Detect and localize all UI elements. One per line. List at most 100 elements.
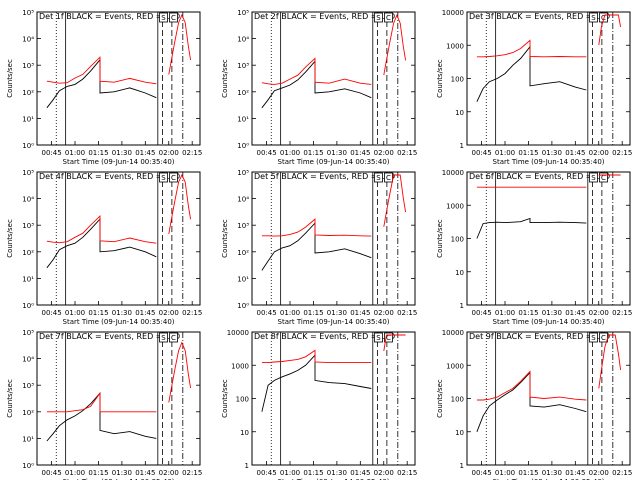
x-tick-label: 02:00 [374, 469, 394, 477]
marker-label-S: S [591, 14, 596, 22]
y-tick-label: 10 [455, 429, 464, 437]
x-tick-label: 02:00 [589, 469, 609, 477]
x-tick-label: 01:00 [65, 149, 85, 157]
y-tick-label: 10³ [22, 62, 34, 70]
x-tick-label: 01:00 [280, 469, 300, 477]
lld-flare-line [598, 14, 622, 46]
x-tick-label: 02:15 [397, 149, 417, 157]
x-tick-label: 01:45 [135, 469, 155, 477]
x-tick-label: 02:00 [374, 309, 394, 317]
x-tick-label: 01:45 [350, 309, 370, 317]
x-tick-label: 01:30 [327, 469, 347, 477]
x-tick-label: 01:30 [327, 309, 347, 317]
marker-label-S: S [376, 174, 381, 182]
lld-series-line [476, 39, 587, 58]
plot-frame [251, 331, 416, 466]
marker-box [159, 172, 168, 183]
detector-panel-5: Det 5f BLACK = Events, RED = LLD 10⁰ 10¹ 10… [221, 169, 417, 326]
y-tick-label: 10⁴ [237, 196, 249, 204]
y-axis-label: Counts/sec [436, 379, 444, 418]
plot-frame [466, 171, 631, 306]
y-axis-label: Counts/sec [436, 219, 444, 258]
y-tick-label: 10⁴ [22, 196, 34, 204]
y-axis-label: Counts/sec [221, 379, 229, 418]
x-tick-label: 02:00 [589, 309, 609, 317]
x-axis-label: Start Time (09-Jun-14 00:35:40) [493, 478, 605, 480]
y-axis-label: Counts/sec [6, 379, 14, 418]
y-tick-label: 1000 [446, 202, 464, 210]
y-tick-label: 10000 [227, 329, 249, 337]
x-axis-label: Start Time (09-Jun-14 00:35:40) [278, 318, 390, 326]
x-tick-label: 01:00 [495, 309, 515, 317]
y-tick-label: 10³ [237, 62, 249, 70]
y-tick-label: 10⁴ [237, 36, 249, 44]
detector-panel-6: Det 6f BLACK = Events, RED = LLD 1 10 100 10… [436, 169, 632, 326]
marker-label-S: S [376, 334, 381, 342]
y-tick-label: 10⁵ [22, 169, 34, 177]
plot-frame [36, 11, 201, 146]
marker-label-S: S [161, 174, 166, 182]
y-tick-label: 10⁵ [22, 9, 34, 17]
marker-box [374, 332, 383, 343]
y-tick-label: 1 [245, 462, 249, 470]
y-axis-label: Counts/sec [6, 59, 14, 98]
y-axis-label: Counts/sec [221, 219, 229, 258]
x-tick-label: 02:15 [612, 309, 632, 317]
x-tick-label: 01:00 [495, 149, 515, 157]
x-tick-label: 01:45 [565, 469, 585, 477]
detector-panel-2: Det 2f BLACK = Events, RED = LLD 10⁰ 10¹ 10… [221, 9, 417, 166]
y-tick-label: 10⁴ [22, 36, 34, 44]
y-tick-label: 10⁵ [237, 9, 249, 17]
y-tick-label: 10¹ [22, 435, 34, 443]
x-axis-label: Start Time (09-Jun-14 00:35:40) [63, 158, 175, 166]
y-tick-label: 10¹ [237, 275, 249, 283]
marker-box [159, 332, 168, 343]
marker-box [374, 12, 383, 23]
y-tick-label: 10¹ [22, 115, 34, 123]
marker-label-C: C [386, 14, 391, 22]
lld-flare-line [598, 334, 622, 389]
x-tick-label: 01:45 [565, 149, 585, 157]
x-axis-label: Start Time (09-Jun-14 00:35:40) [278, 158, 390, 166]
marker-label-S: S [161, 334, 166, 342]
events-series-line [46, 58, 157, 109]
y-tick-label: 10¹ [22, 275, 34, 283]
y-tick-label: 1 [460, 302, 464, 310]
events-series-line [476, 371, 587, 432]
marker-box [599, 172, 608, 183]
plot-frame [466, 11, 631, 146]
y-tick-label: 10² [237, 249, 249, 257]
events-series-line [261, 354, 372, 412]
x-axis-label: Start Time (09-Jun-14 00:35:40) [278, 478, 390, 480]
events-series-line [261, 221, 372, 271]
marker-label-S: S [376, 14, 381, 22]
y-tick-label: 100 [451, 236, 464, 244]
x-tick-label: 01:00 [65, 469, 85, 477]
marker-box [374, 172, 383, 183]
panel-title: Det 3f BLACK = Events, RED = LLD [469, 12, 610, 21]
y-tick-label: 10 [455, 269, 464, 277]
x-tick-label: 01:30 [112, 309, 132, 317]
x-tick-label: 02:00 [374, 149, 394, 157]
y-axis-label: Counts/sec [436, 59, 444, 98]
x-tick-label: 02:15 [182, 149, 202, 157]
x-tick-label: 00:45 [471, 469, 491, 477]
y-tick-label: 10² [22, 249, 34, 257]
x-tick-label: 01:15 [303, 309, 323, 317]
detector-panel-7: Det 7f BLACK = Events, RED = LLD 10⁰ 10¹ 10… [6, 329, 202, 480]
panel-title: Det 6f BLACK = Events, RED = LLD [469, 172, 610, 181]
x-tick-label: 01:45 [135, 149, 155, 157]
x-tick-label: 00:45 [256, 149, 276, 157]
detector-panel-3: Det 3f BLACK = Events, RED = LLD 1 10 100 10… [436, 9, 632, 166]
events-series-line [476, 217, 587, 239]
lld-flare-line [168, 13, 192, 75]
x-tick-label: 02:15 [397, 469, 417, 477]
x-tick-label: 01:45 [350, 469, 370, 477]
x-tick-label: 01:30 [542, 309, 562, 317]
x-tick-label: 01:30 [542, 149, 562, 157]
y-tick-label: 100 [451, 76, 464, 84]
marker-box [384, 12, 393, 23]
x-tick-label: 01:45 [350, 149, 370, 157]
lld-series-line [46, 56, 157, 85]
y-tick-label: 10⁰ [237, 302, 249, 310]
